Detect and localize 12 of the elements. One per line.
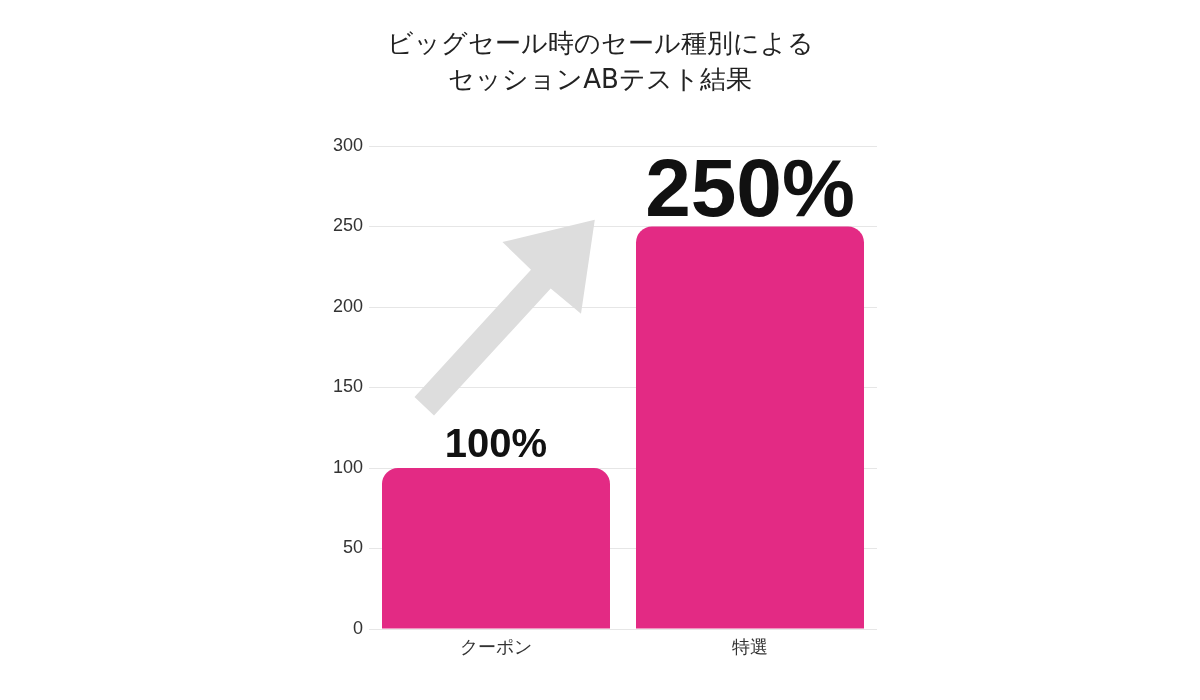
y-tick-label: 0 (352, 617, 363, 638)
chart-title: ビッグセール時のセール種別によるセッションABテスト結果 (385, 27, 815, 96)
y-tick-label: 200 (332, 295, 363, 316)
x-tick-label: 特選 (732, 636, 768, 657)
y-tick-label: 300 (332, 134, 363, 155)
y-tick-label: 250 (332, 215, 363, 236)
data-label: 100% (444, 421, 548, 465)
data-label: 250% (645, 141, 855, 233)
y-tick-label: 150 (332, 376, 363, 397)
y-tick-label: 100 (332, 456, 363, 477)
y-tick-label: 50 (342, 537, 363, 558)
x-tick-label: クーポン (460, 636, 532, 657)
